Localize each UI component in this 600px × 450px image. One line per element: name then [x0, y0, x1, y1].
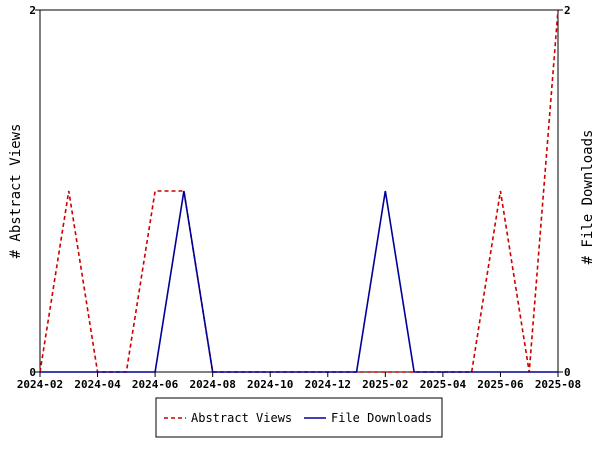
y-left-tick-label-2: 2: [29, 4, 36, 17]
legend-box: [155, 397, 443, 438]
y-left-tick-label-0: 0: [29, 366, 36, 379]
x-tick-label-2024-08: 2024-08: [189, 378, 235, 391]
x-tick-label-2024-06: 2024-06: [132, 378, 179, 391]
y-right-tick-label-2: 2: [564, 4, 571, 17]
y-axis-left-title: # Abstract Views: [8, 124, 24, 259]
y-right-tick-label-0: 0: [564, 366, 571, 379]
legend-label-abstract-views: Abstract Views: [191, 411, 292, 425]
x-tick-label-2025-08: 2025-08: [535, 378, 581, 391]
series-line-file-downloads: [40, 190, 558, 373]
x-tick-label-2025-02: 2025-02: [362, 378, 408, 391]
legend: Abstract Views File Downloads: [155, 397, 443, 438]
x-tick-label-2024-04: 2024-04: [74, 378, 121, 391]
x-tick-label-2024-12: 2024-12: [305, 378, 351, 391]
series-layer: [39, 9, 559, 373]
y-axis-right-title: # File Downloads: [580, 130, 596, 265]
ticks-layer: 2024-02 2024-04 2024-06 2024-08 2024-10 2024-…: [17, 4, 581, 391]
x-tick-label-2025-06: 2025-06: [477, 378, 524, 391]
x-tick-label-2024-02: 2024-02: [17, 378, 63, 391]
plot-area: [39, 9, 559, 373]
x-tick-label-2024-10: 2024-10: [247, 378, 293, 391]
x-tick-label-2025-04: 2025-04: [420, 378, 467, 391]
legend-label-file-downloads: File Downloads: [331, 411, 432, 425]
